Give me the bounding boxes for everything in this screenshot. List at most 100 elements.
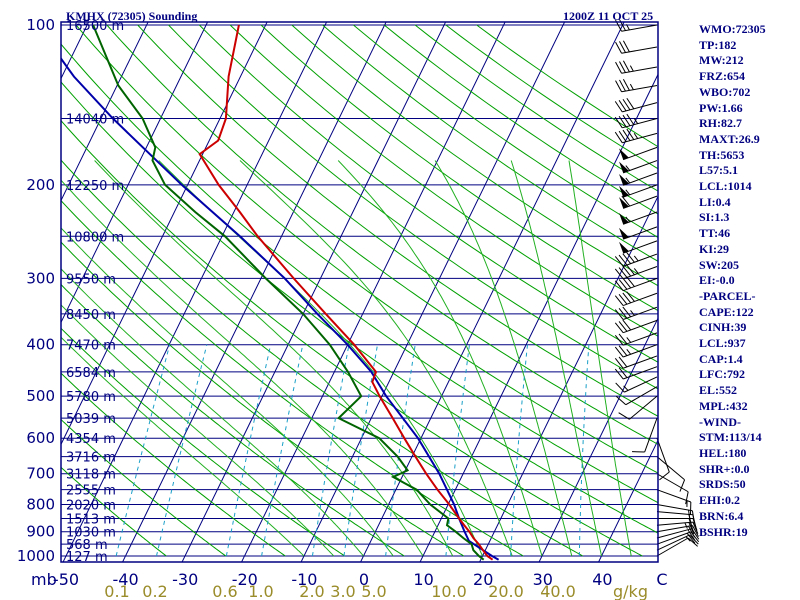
isotherm-line <box>419 73 658 562</box>
temperature-trace-line <box>198 24 494 561</box>
dry-adiabat-line <box>61 327 346 557</box>
wind-barb <box>614 264 658 280</box>
wind-barb <box>619 195 658 209</box>
wind-barb-staff <box>629 395 658 420</box>
pressure-label: 200 <box>26 176 55 194</box>
temperature-label: -50 <box>53 570 79 589</box>
moist-adiabat-line <box>239 160 513 557</box>
wind-barb <box>619 226 658 240</box>
wind-barb-staff <box>623 253 658 267</box>
wind-barb <box>614 97 658 113</box>
dry-adiabat-line <box>61 241 465 557</box>
mixing-ratio-line <box>225 344 272 557</box>
index-entry: PW:1.66 <box>699 100 743 115</box>
index-entry: SHR+:0.0 <box>699 461 750 476</box>
pressure-label: 1000 <box>17 547 55 565</box>
wind-barb-flag <box>614 334 624 346</box>
wind-barb-half-flag <box>633 268 639 274</box>
wind-barb-flag <box>622 79 630 91</box>
wind-barb-staff <box>622 132 658 144</box>
wind-barb-flag <box>618 321 628 332</box>
index-entry: CAPE:122 <box>699 304 754 319</box>
height-label: 2555 m <box>66 484 116 499</box>
mixing-ratio-line <box>510 344 528 557</box>
index-entry: FRZ:654 <box>699 69 745 84</box>
wind-barb <box>656 473 689 505</box>
dry-adiabat-line <box>61 372 286 557</box>
wind-barb-flag <box>618 345 628 356</box>
wind-barb-staff <box>623 195 658 209</box>
height-label: 1030 m <box>66 526 116 541</box>
index-entry: SW:205 <box>699 257 740 272</box>
wind-barb-flag <box>615 41 622 54</box>
moist-adiabat-line <box>568 160 632 557</box>
height-label: 3118 m <box>66 468 116 483</box>
parcel-trace-line <box>61 56 500 561</box>
wind-barb-flag <box>618 333 628 345</box>
dry-adiabat-line <box>260 24 658 312</box>
wind-barb-half-flag <box>633 255 639 262</box>
wind-barb-pennant <box>619 241 629 254</box>
mixing-ratio-label: 5.0 <box>361 582 386 600</box>
moist-adiabat-line <box>158 160 483 557</box>
wind-barb-staff <box>656 534 690 551</box>
wind-barb-half-flag <box>625 216 631 223</box>
wind-barb-flag <box>622 40 630 53</box>
isobar-lines <box>61 24 658 557</box>
wind-barb-flag <box>626 291 635 302</box>
wind-barb <box>619 146 658 161</box>
dry-adiabat-line <box>198 24 658 363</box>
mixing-ratio-label: 0.1 <box>104 582 129 600</box>
mixing-ratio-line <box>311 344 350 557</box>
mixing-ratio-label: 1.0 <box>248 582 273 600</box>
wind-barb-staff <box>623 226 658 240</box>
index-entry: WMO:72305 <box>699 22 766 36</box>
height-label: 7470 m <box>66 339 116 354</box>
wind-barb-flag <box>618 412 630 420</box>
wind-barb-flag <box>622 292 632 304</box>
index-entry: SRDS:50 <box>699 477 746 492</box>
mixing-ratio-label: 2.0 <box>299 582 324 600</box>
wind-barb-flag <box>619 79 626 92</box>
wind-barb-flag <box>621 195 631 207</box>
index-entry: BSHR:19 <box>699 524 748 539</box>
wind-barb-flag <box>616 395 627 406</box>
index-entry: EI:-0.0 <box>699 273 735 288</box>
wind-barb-flag <box>622 129 631 141</box>
wind-barb <box>614 113 658 129</box>
temperature-label: -10 <box>291 570 317 589</box>
sounding-indices-panel: WMO:72305 TP:182 MW:212 FRZ:654 WBO:702 PW:1.… <box>699 22 799 540</box>
dry-adiabat-line <box>61 43 658 504</box>
temperature-label: 10 <box>413 570 433 589</box>
wind-barb-staff <box>623 266 658 280</box>
wind-barb-flag <box>614 268 624 280</box>
dry-adiabat-line <box>291 24 658 287</box>
isotherm-line <box>62 22 328 562</box>
temperature-label: 40 <box>592 570 612 589</box>
wind-barb-flag <box>687 529 696 541</box>
wind-barb-staff <box>623 160 658 174</box>
wind-barb-staff <box>656 528 692 539</box>
dry-adiabat-line <box>61 199 524 557</box>
wind-barb <box>618 395 658 420</box>
wind-barb-staff <box>656 531 691 545</box>
isotherm-line <box>241 22 506 562</box>
index-entry: SI:1.3 <box>699 210 730 225</box>
wind-barb-staff <box>623 319 658 334</box>
isotherm-line <box>61 22 209 324</box>
wind-barb-staff <box>621 24 658 32</box>
index-entry: LI:0.4 <box>699 194 731 209</box>
wind-barb-flag <box>692 525 699 537</box>
temperature-label: -20 <box>232 570 258 589</box>
dry-adiabat-line <box>75 24 658 474</box>
moist-adiabat-line <box>61 227 394 557</box>
height-label: 5780 m <box>66 390 116 405</box>
wind-barb-half-flag <box>625 177 631 184</box>
wind-barb-staff <box>623 332 658 346</box>
wind-barb-flag <box>618 254 628 266</box>
isotherm-line <box>598 439 658 562</box>
sounding-profiles <box>61 24 500 561</box>
pressure-unit-label: mb <box>31 570 57 589</box>
isotherm-line <box>122 22 387 562</box>
wind-barb-staff <box>624 376 658 393</box>
